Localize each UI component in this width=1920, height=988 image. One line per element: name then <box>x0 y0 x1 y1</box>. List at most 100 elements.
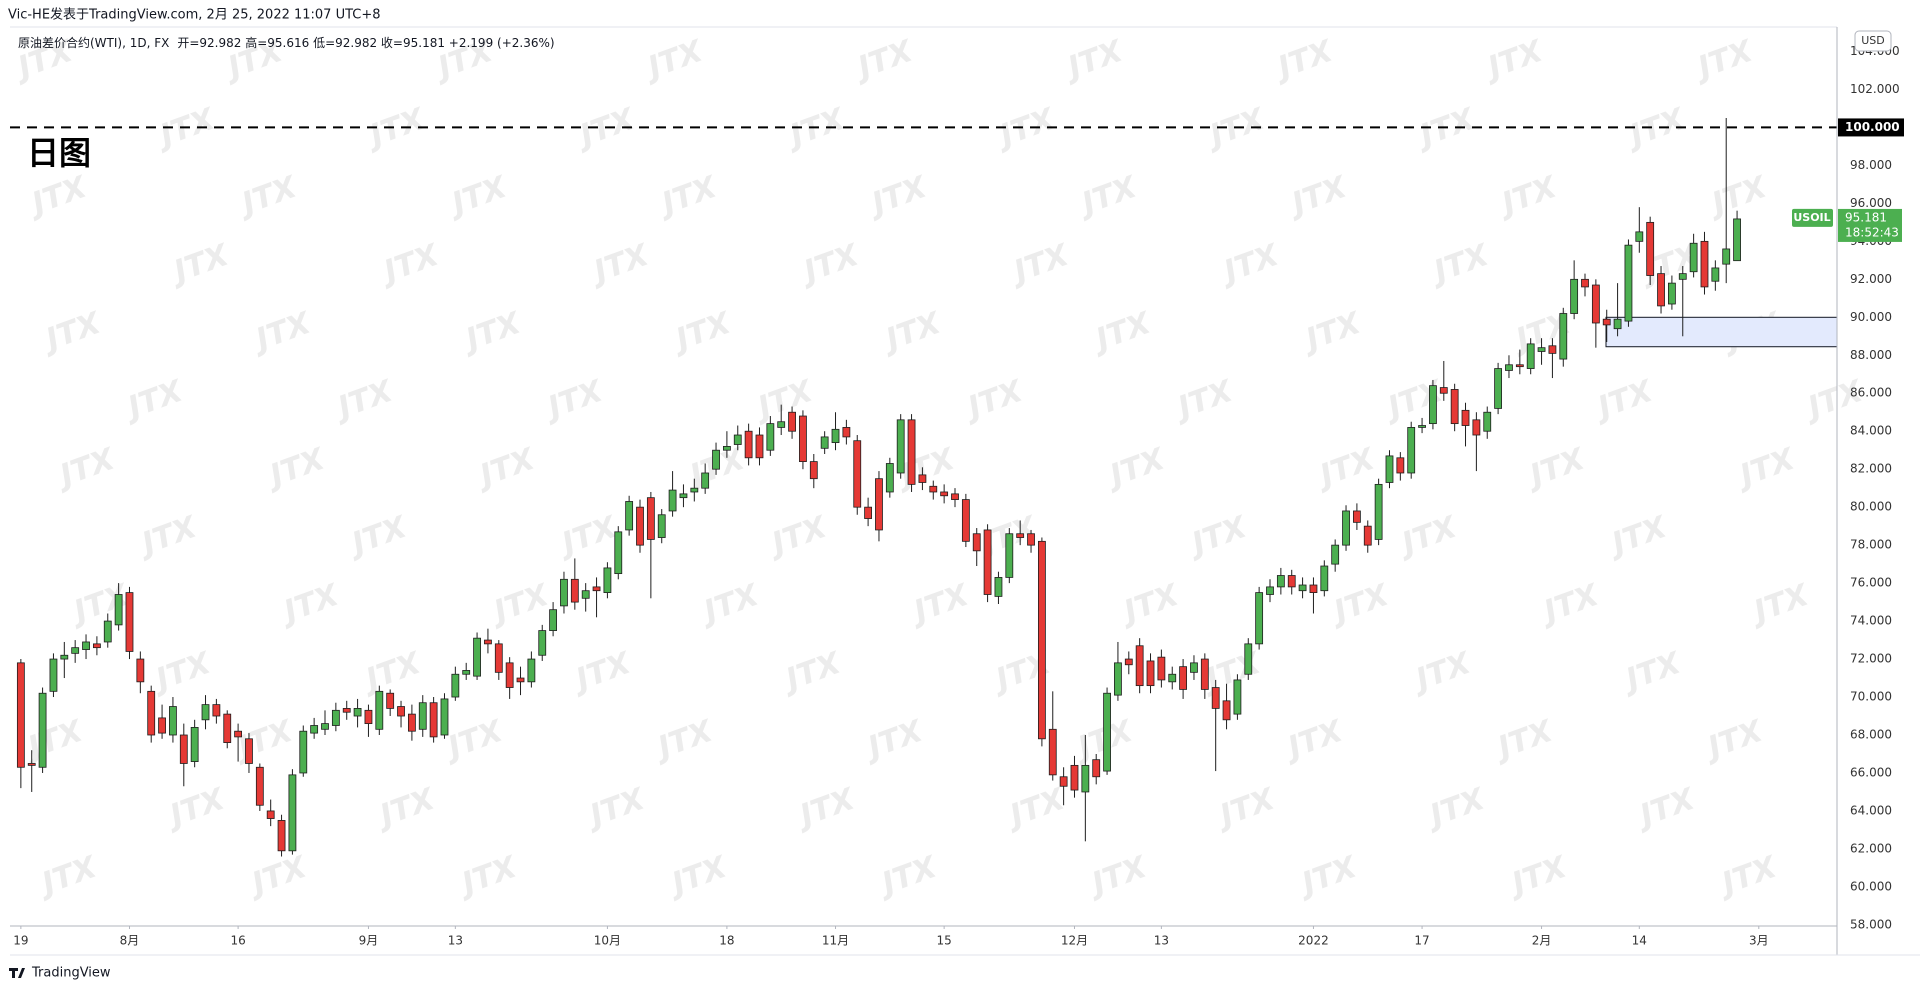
candle-body <box>636 506 644 546</box>
candle-body <box>1016 533 1025 538</box>
candle-body <box>1678 273 1687 280</box>
candle-body <box>1733 218 1741 262</box>
candle-body <box>136 658 145 683</box>
x-tick-label: 17 <box>1414 934 1429 948</box>
candle-body <box>1689 242 1698 273</box>
candle-body <box>1483 411 1492 432</box>
candle-body <box>212 704 221 717</box>
candle-body <box>1537 347 1546 352</box>
y-tick-label: 84.000 <box>1850 424 1892 438</box>
last-price-box <box>1838 208 1902 242</box>
x-tick-label: 14 <box>1632 934 1647 948</box>
x-tick-label: 15 <box>936 934 951 948</box>
candle-body <box>1233 679 1242 715</box>
candle-body <box>299 730 308 774</box>
candle-body <box>223 713 232 743</box>
y-tick-label: 82.000 <box>1850 462 1892 476</box>
candle-body <box>1070 764 1079 791</box>
candle-body <box>386 692 395 709</box>
candle-body <box>951 493 959 500</box>
candle-body <box>1472 419 1481 436</box>
candle-body <box>842 427 851 438</box>
candle-body <box>60 654 69 660</box>
candle-body <box>245 738 253 764</box>
candle-body <box>799 415 807 462</box>
candle-body <box>331 709 340 726</box>
currency-label: USD <box>1861 34 1885 47</box>
candle-body <box>538 630 547 656</box>
candle-body <box>49 658 58 692</box>
candle-body <box>657 514 666 538</box>
candle-body <box>429 702 438 738</box>
candle-body <box>364 709 373 725</box>
candle-body <box>1602 318 1611 326</box>
candle-body <box>407 713 416 732</box>
candle-body <box>907 419 916 485</box>
candle-body <box>1700 240 1709 288</box>
candle-body <box>1591 284 1600 324</box>
candle-body <box>288 774 297 852</box>
candle-body <box>1570 278 1579 314</box>
candle-body <box>1027 533 1035 546</box>
candle-body <box>473 637 481 677</box>
y-tick-label: 60.000 <box>1850 879 1892 893</box>
candle-body <box>875 478 883 531</box>
candle-body <box>1494 368 1503 409</box>
x-tick-label: 10月 <box>594 934 621 948</box>
x-tick-label: 18 <box>719 934 734 948</box>
candle-body <box>625 501 634 531</box>
y-tick-label: 102.000 <box>1850 82 1900 96</box>
candle-body <box>234 730 243 738</box>
y-tick-label: 88.000 <box>1850 348 1892 362</box>
candle-body <box>853 440 862 508</box>
candle-body <box>733 434 742 445</box>
candle-body <box>484 639 492 645</box>
candle-body <box>766 423 775 451</box>
candle-body <box>1331 544 1340 565</box>
candle-body <box>1114 662 1122 696</box>
candle-body <box>1092 759 1101 778</box>
candle-body <box>1135 645 1144 687</box>
y-tick-label: 86.000 <box>1850 386 1892 400</box>
candle-body <box>1613 318 1622 330</box>
candle-body <box>1190 662 1198 673</box>
candle-body <box>560 578 568 607</box>
y-tick-label: 76.000 <box>1850 576 1892 590</box>
last-price-label: 95.181 <box>1845 210 1887 224</box>
candle-body <box>1222 700 1231 721</box>
candle-body <box>1722 248 1731 265</box>
candle-body <box>1048 728 1057 776</box>
logo-part <box>18 968 25 978</box>
candle-body <box>82 641 90 650</box>
candle-body <box>310 725 319 734</box>
x-tick-label: 11月 <box>822 934 849 948</box>
candle-body <box>581 590 590 599</box>
countdown-label: 18:52:43 <box>1845 225 1899 239</box>
candle-body <box>103 620 112 643</box>
candle-body <box>1374 483 1383 540</box>
footer-logo <box>9 968 25 978</box>
candle-body <box>418 702 427 730</box>
candle-body <box>1059 776 1068 787</box>
candle-body <box>722 446 731 451</box>
x-tick-label: 3月 <box>1749 934 1769 948</box>
candle-body <box>1429 385 1437 425</box>
y-tick-label: 92.000 <box>1850 272 1892 286</box>
candle-body <box>1624 244 1633 322</box>
candle-body <box>1526 343 1535 369</box>
x-tick-label: 13 <box>1154 934 1169 948</box>
plot-area: 58.000 60.000 62.000 64.000 66.000 68.000 70.0… <box>13 44 1899 948</box>
candle-body <box>462 670 471 675</box>
candle-body <box>1363 525 1372 546</box>
x-tick-label: 2月 <box>1532 934 1552 948</box>
candle-body <box>1276 575 1285 588</box>
candle-body <box>1581 278 1589 288</box>
candle-body <box>701 472 710 489</box>
level-label-box <box>1838 118 1904 137</box>
y-tick-label: 62.000 <box>1850 841 1892 855</box>
candle-body <box>179 734 188 764</box>
candle-body <box>201 704 210 721</box>
candle-body <box>961 499 970 542</box>
candle-body <box>1342 510 1350 546</box>
candle-body <box>885 463 894 493</box>
